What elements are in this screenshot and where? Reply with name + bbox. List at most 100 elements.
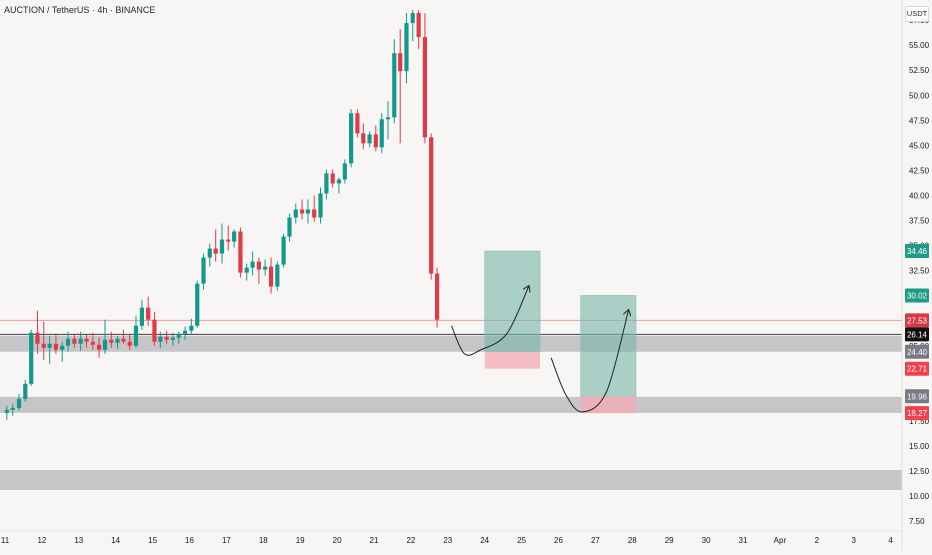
time-tick-label: 21 <box>370 536 379 545</box>
candle-body <box>195 283 200 326</box>
time-tick-label: 16 <box>185 536 194 545</box>
currency-badge[interactable]: USDT <box>905 6 929 22</box>
price-label-bg <box>905 313 929 328</box>
time-tick-label: 11 <box>1 536 10 545</box>
candle-body <box>84 338 89 342</box>
price-label: 27.53 <box>907 316 928 325</box>
candle-body <box>434 273 440 320</box>
candle-body <box>268 266 274 287</box>
candle-body <box>213 248 218 254</box>
candle-body <box>238 231 243 273</box>
time-tick-label: 2 <box>815 536 820 545</box>
candle-body <box>422 37 428 138</box>
price-label: 19.96 <box>907 392 928 401</box>
candle-body <box>29 332 34 384</box>
price-tick-label: 15.00 <box>909 442 930 451</box>
candle-body <box>60 345 65 350</box>
time-tick-label: 24 <box>480 536 489 545</box>
candle-body <box>373 134 378 148</box>
candles <box>4 10 440 420</box>
candle-body <box>16 398 22 408</box>
position-boxes[interactable] <box>484 250 637 414</box>
support-zone <box>0 469 902 491</box>
candle-body <box>139 307 144 326</box>
candle-body <box>226 239 231 242</box>
projection-arrows <box>451 286 628 413</box>
candle-body <box>219 239 225 254</box>
candle-body <box>10 407 15 410</box>
price-tick-label: 37.50 <box>909 217 930 226</box>
symbol-title[interactable]: AUCTION / TetherUS · 4h · BINANCE <box>4 5 156 15</box>
candle-body <box>367 134 372 144</box>
time-tick-label: 13 <box>74 536 83 545</box>
candle-body <box>429 137 434 274</box>
price-label-bg <box>905 361 929 376</box>
candle-body <box>263 266 268 270</box>
candle-body <box>250 261 255 268</box>
candle-body <box>349 113 354 164</box>
price-tick-label: 42.50 <box>909 166 930 175</box>
time-tick-label: Apr <box>774 536 787 545</box>
price-label-bg <box>905 389 929 404</box>
candle-body <box>152 319 157 342</box>
candle-body <box>305 209 311 214</box>
price-labels: 34.46 30.02 27.53 26.14 24.40 22.71 19.96 18.27 <box>905 243 929 421</box>
price-axis[interactable]: 7.5010.0012.5015.0017.5020.0022.5025.002… <box>909 16 930 526</box>
price-tick-label: 52.50 <box>909 66 930 75</box>
projection-arrow <box>451 286 528 356</box>
candle-body <box>53 343 59 350</box>
time-tick-label: 28 <box>628 536 637 545</box>
time-tick-label: 27 <box>591 536 600 545</box>
candle-body <box>299 209 305 214</box>
candle-body <box>342 163 347 180</box>
candle-body <box>176 333 181 338</box>
price-label: 22.71 <box>907 365 928 374</box>
candle-body <box>164 336 169 340</box>
candle-body <box>330 173 335 184</box>
candle-body <box>312 209 317 218</box>
candle-body <box>324 173 329 194</box>
candle-body <box>35 332 40 344</box>
candle-body <box>41 343 46 348</box>
price-label-bg <box>905 288 929 303</box>
candle-body <box>256 261 261 270</box>
position-target-box <box>580 295 637 397</box>
time-tick-label: 15 <box>148 536 157 545</box>
time-axis[interactable]: 11 12 13 14 15 16 17 18 19 20 21 22 23 24 25 26 27 28 29 30… <box>1 536 894 545</box>
candle-body <box>170 337 175 340</box>
candle-body <box>127 341 132 346</box>
candle-body <box>379 119 384 148</box>
price-label-bg <box>905 243 929 258</box>
time-tick-label: 14 <box>111 536 120 545</box>
time-tick-label: 25 <box>517 536 526 545</box>
candle-body <box>287 217 292 237</box>
candle-body <box>115 338 120 343</box>
price-tick-label: 50.00 <box>909 91 930 100</box>
time-tick-label: 18 <box>259 536 268 545</box>
candle-body <box>23 383 28 399</box>
candle-body <box>96 344 102 350</box>
time-tick-label: 26 <box>554 536 563 545</box>
candle-body <box>318 193 323 218</box>
candle-body <box>90 341 95 345</box>
candle-body <box>4 409 9 413</box>
candle-body <box>133 325 139 346</box>
price-label: 18.27 <box>907 409 928 418</box>
candle-body <box>72 338 77 344</box>
time-tick-label: 3 <box>851 536 856 545</box>
candle-body <box>281 236 286 265</box>
time-tick-label: 17 <box>222 536 231 545</box>
candle-body <box>385 117 391 120</box>
candle-body <box>392 53 397 118</box>
candle-body <box>207 248 212 258</box>
price-label: 24.40 <box>907 348 928 357</box>
time-tick-label: 12 <box>37 536 46 545</box>
candle-body <box>121 338 126 342</box>
candle-body <box>416 13 421 38</box>
support-zone <box>0 396 902 413</box>
candle-body <box>336 179 342 184</box>
price-tick-label: 40.00 <box>909 191 930 200</box>
price-tick-label: 47.50 <box>909 116 930 125</box>
